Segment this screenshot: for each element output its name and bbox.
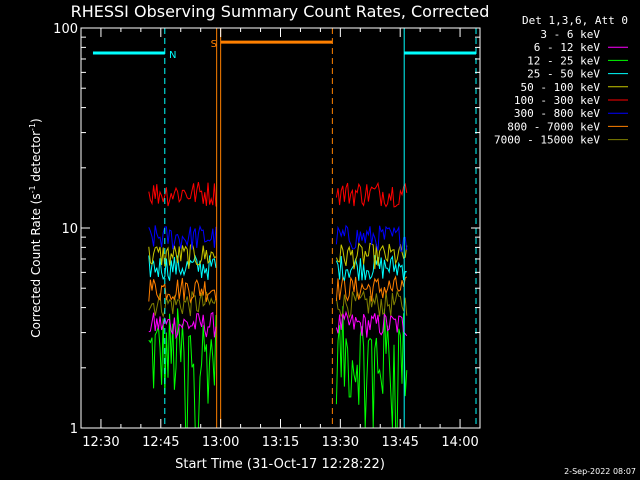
series-4-trace-0 [148, 242, 217, 269]
series-8-trace-1 [335, 289, 408, 319]
series-7-trace-0 [148, 277, 217, 304]
series-8-trace-0 [148, 291, 217, 318]
x-tick-label-6: 14:00 [441, 435, 478, 450]
series-2-trace-1 [335, 306, 408, 429]
legend-label-5: 100 - 300 keV [514, 94, 600, 107]
legend-label-6: 300 - 800 keV [514, 107, 600, 120]
x-tick-label-1: 12:45 [142, 435, 179, 450]
series-0 [148, 143, 408, 171]
x-tick-label-3: 13:15 [262, 435, 299, 450]
series-6-trace-0 [148, 224, 217, 250]
y-axis-label-part-3: ) [29, 118, 43, 123]
flag-lines: NS [92, 28, 477, 428]
legend-label-3: 25 - 50 keV [527, 68, 600, 81]
y-axis-label-sup-1: -1 [28, 185, 37, 193]
axes: 12:30 12:45 13:00 13:15 13:30 13:45 14:00 1 10 10… [53, 22, 480, 450]
series-3-trace-0 [148, 254, 217, 281]
x-tick-label-0: 12:30 [82, 435, 119, 450]
series-1-trace-1 [335, 310, 408, 338]
footer-date: 2-Sep-2022 08:07 [564, 467, 636, 476]
x-axis-label: Start Time (31-Oct-17 12:28:22) [175, 457, 385, 472]
series-7 [148, 275, 408, 304]
x-tick-label-2: 13:00 [202, 435, 239, 450]
series-6 [148, 224, 408, 252]
y-axis-label-part-1: Corrected Count Rate (s [29, 193, 43, 337]
series-1 [148, 310, 408, 340]
series-5 [148, 181, 408, 208]
series-7-trace-1 [335, 275, 408, 302]
legend-label-2: 12 - 25 keV [527, 54, 600, 67]
y-tick-label-2: 100 [53, 22, 78, 37]
legend-label-8: 7000 - 15000 keV [494, 134, 600, 147]
series-1-trace-0 [148, 311, 217, 340]
flag-N-label: N [169, 50, 176, 61]
y-axis-label-sup-2: -1 [28, 123, 37, 131]
series-0-trace-0 [148, 143, 217, 170]
legend-label-4: 50 - 100 keV [521, 81, 601, 94]
y-tick-label-1: 10 [61, 222, 78, 237]
series-2 [148, 306, 408, 429]
x-tick-label-5: 13:45 [381, 435, 418, 450]
y-axis-label-part-2: detector [29, 131, 43, 186]
series-0-trace-1 [336, 143, 408, 171]
plot-series [148, 143, 408, 429]
x-tick-label-4: 13:30 [322, 435, 359, 450]
legend-label-0: 3 - 6 keV [540, 28, 600, 41]
series-3 [148, 254, 407, 281]
series-5-trace-0 [148, 182, 217, 207]
chart-title: RHESSI Observing Summary Count Rates, Co… [71, 2, 490, 21]
legend-label-7: 800 - 7000 keV [507, 120, 600, 133]
series-3-trace-1 [335, 255, 407, 281]
series-8 [148, 289, 408, 319]
series-6-trace-1 [335, 224, 408, 252]
y-axis-label: Corrected Count Rate (s-1 detector-1) [28, 118, 43, 337]
y-tick-label-0: 1 [70, 422, 78, 437]
series-2-trace-0 [148, 308, 217, 429]
legend-title: Det 1,3,6, Att 0 [522, 14, 628, 27]
series-5-trace-1 [335, 181, 408, 208]
flag-S-label: S [211, 39, 217, 50]
legend-label-1: 6 - 12 keV [534, 41, 601, 54]
